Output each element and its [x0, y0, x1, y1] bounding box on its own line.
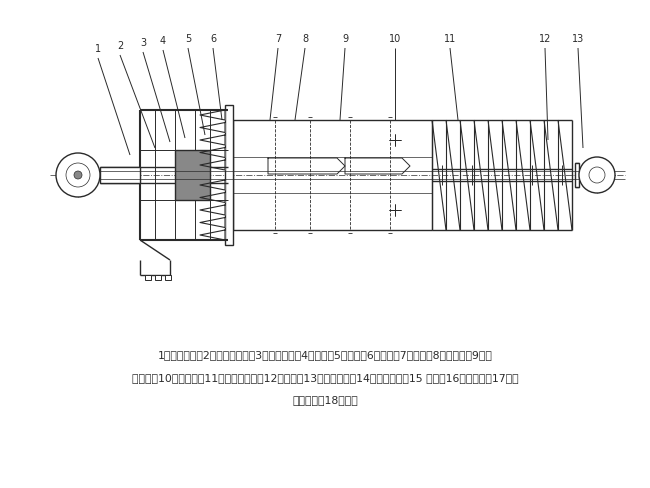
Polygon shape [200, 135, 225, 145]
Text: 8: 8 [302, 34, 308, 44]
Polygon shape [200, 160, 225, 170]
Circle shape [56, 153, 100, 197]
Polygon shape [200, 122, 225, 133]
Text: 3: 3 [140, 38, 146, 48]
Text: 13: 13 [572, 34, 584, 44]
Polygon shape [200, 180, 225, 190]
Text: 6: 6 [210, 34, 216, 44]
Text: 7: 7 [275, 34, 281, 44]
Text: 5: 5 [185, 34, 191, 44]
Polygon shape [200, 147, 225, 158]
Circle shape [579, 157, 615, 193]
Polygon shape [200, 230, 225, 240]
Text: 10: 10 [389, 34, 401, 44]
Bar [165, 275, 171, 280]
Polygon shape [200, 192, 225, 203]
Bar [175, 150, 210, 200]
Text: 1一限位装置；2一防带杆装置；3一上端法兰；4一挡环；5一转环；6一芊杆；7一键条；8一加压台；9一导: 1一限位装置；2一防带杆装置；3一上端法兰；4一挡环；5一转环；6一芊杆；7一键… [157, 350, 493, 360]
Text: 9: 9 [342, 34, 348, 44]
Bar [155, 275, 161, 280]
Text: 12: 12 [539, 34, 551, 44]
Circle shape [589, 167, 605, 183]
Circle shape [74, 171, 82, 179]
Bar [575, 163, 579, 187]
Circle shape [66, 163, 90, 187]
Text: 1: 1 [95, 44, 101, 54]
Polygon shape [200, 218, 225, 227]
Bar [145, 275, 151, 280]
Text: 带杆托盘；18一扁头: 带杆托盘；18一扁头 [292, 395, 358, 405]
Text: 向斜块；10一分水盘；11一下减震装置；12一方头；13一钓杆销轴；14一减震总成；15 一杆；16一中间杆；17一防: 向斜块；10一分水盘；11一下减震装置；12一方头；13一钓杆销轴；14一减震总… [132, 373, 518, 383]
Polygon shape [200, 205, 225, 215]
Polygon shape [200, 110, 225, 120]
Bar [100, 167, 140, 183]
Text: 4: 4 [160, 36, 166, 46]
Text: 11: 11 [444, 34, 456, 44]
Bar [225, 105, 233, 245]
Text: 2: 2 [117, 41, 123, 51]
